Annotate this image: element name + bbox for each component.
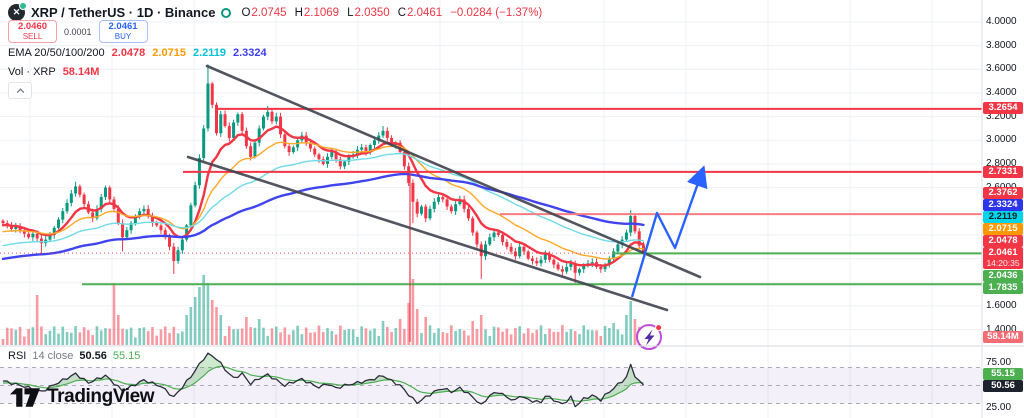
ema-legend: EMA 20/50/100/200 2.0478 2.0715 2.2119 2…: [8, 47, 267, 59]
buy-label: BUY: [114, 32, 132, 42]
rsi-params: 14 close: [32, 350, 74, 362]
trendline[interactable]: [205, 64, 702, 279]
status-dot-icon: [19, 2, 27, 10]
projection-arrow[interactable]: [630, 165, 708, 298]
volume-value: 58.14M: [62, 66, 100, 78]
low-value: 2.0350: [354, 6, 390, 19]
tradingview-logo-icon: [10, 387, 40, 407]
sell-button[interactable]: 2.0460 SELL: [8, 20, 57, 43]
rsi-value: 50.56: [79, 350, 107, 362]
legend-collapse-button[interactable]: [8, 82, 32, 99]
ema200-value: 2.3324: [233, 47, 267, 59]
open-label: O: [241, 6, 251, 19]
ema-line-90[interactable]: [1, 172, 645, 261]
candlesticks: [1, 64, 645, 283]
high-label: H: [294, 6, 303, 19]
rsi-label: RSI: [8, 350, 27, 362]
tradingview-logo-text: TradingView: [47, 386, 155, 407]
xrp-logo-icon: ✕: [8, 2, 27, 21]
trendline[interactable]: [186, 155, 669, 312]
change-value: −0.0284 (−1.37%): [450, 6, 543, 19]
ema-label: EMA 20/50/100/200: [8, 47, 105, 59]
sell-label: SELL: [22, 32, 43, 42]
ema100-value: 2.2119: [192, 47, 226, 59]
close-value: 2.0461: [407, 6, 443, 19]
rsi-ma-value: 55.15: [112, 350, 141, 362]
high-value: 2.1069: [303, 6, 340, 19]
spread-value: 0.0001: [64, 26, 92, 37]
ema-line-22[interactable]: [2, 141, 645, 260]
symbol-title[interactable]: XRP / TetherUS · 1D · Binance: [31, 5, 216, 20]
buy-button[interactable]: 2.0461 BUY: [98, 20, 148, 43]
buy-price: 2.0461: [108, 20, 138, 32]
ema50-value: 2.0715: [152, 47, 186, 59]
market-live-icon: [221, 7, 232, 18]
ema20-value: 2.0478: [111, 47, 146, 59]
boost-icon-button[interactable]: [636, 324, 663, 350]
ema-line-10[interactable]: [1, 125, 645, 267]
sell-price: 2.0460: [17, 20, 48, 32]
tradingview-logo[interactable]: TradingView: [10, 386, 155, 408]
chevron-up-icon: [16, 87, 24, 93]
volume-legend: Vol · XRP 58.14M: [8, 66, 99, 78]
ohlc-values: O 2.0745 H 2.1069 L 2.0350 C 2.0461 −0.0284 …: [241, 7, 542, 19]
low-label: L: [347, 6, 354, 19]
open-value: 2.0745: [251, 6, 287, 19]
close-label: C: [397, 6, 406, 19]
rsi-legend: RSI 14 close 50.56 55.15: [8, 350, 140, 362]
volume-label: Vol · XRP: [8, 66, 56, 78]
trade-panel: 2.0460 SELL 0.0001 2.0461 BUY: [8, 20, 148, 43]
rsi-line: [2, 352, 644, 408]
symbol-header: ✕ XRP / TetherUS · 1D · Binance O 2.0745 …: [8, 2, 542, 21]
volume-bars: [1, 275, 645, 345]
